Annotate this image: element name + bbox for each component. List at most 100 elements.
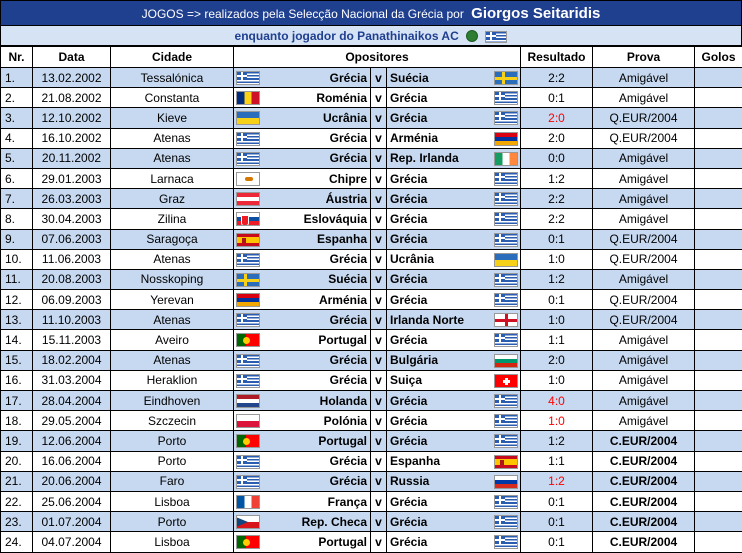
aut-flag-icon bbox=[236, 192, 260, 206]
cell-data: 13.02.2002 bbox=[33, 68, 111, 88]
cell-cidade: Graz bbox=[111, 189, 234, 209]
cell-away-team: Grécia bbox=[387, 290, 492, 310]
cell-cidade: Tessalónica bbox=[111, 68, 234, 88]
cell-resultado: 4:0 bbox=[521, 391, 593, 411]
gre-flag-icon bbox=[494, 333, 518, 347]
cell-resultado: 1:0 bbox=[521, 249, 593, 269]
cyp-flag-icon bbox=[236, 172, 260, 186]
cell-away-flag bbox=[492, 148, 521, 168]
cell-resultado: 2:0 bbox=[521, 350, 593, 370]
cell-data: 20.11.2002 bbox=[33, 148, 111, 168]
cell-home-team: Roménia bbox=[263, 88, 371, 108]
bul-flag-icon bbox=[494, 354, 518, 368]
cell-home-flag bbox=[234, 108, 263, 128]
cell-prova: Amigável bbox=[593, 411, 695, 431]
cell-away-team: Grécia bbox=[387, 532, 492, 552]
cell-home-flag bbox=[234, 471, 263, 491]
cell-prova: C.EUR/2004 bbox=[593, 532, 695, 552]
cell-resultado: 1:0 bbox=[521, 310, 593, 330]
cell-cidade: Larnaca bbox=[111, 168, 234, 188]
cell-vs: v bbox=[371, 451, 387, 471]
cell-away-team: Grécia bbox=[387, 431, 492, 451]
cell-away-flag bbox=[492, 451, 521, 471]
cell-cidade: Kieve bbox=[111, 108, 234, 128]
cell-away-flag bbox=[492, 532, 521, 552]
cell-resultado: 0:0 bbox=[521, 148, 593, 168]
cell-nr: 22. bbox=[1, 491, 33, 511]
cell-home-team: Grécia bbox=[263, 471, 371, 491]
cell-vs: v bbox=[371, 168, 387, 188]
cell-vs: v bbox=[371, 269, 387, 289]
cell-data: 25.06.2004 bbox=[33, 491, 111, 511]
cell-away-team: Bulgária bbox=[387, 350, 492, 370]
cell-data: 11.10.2003 bbox=[33, 310, 111, 330]
cell-away-flag bbox=[492, 512, 521, 532]
cell-prova: Amigável bbox=[593, 189, 695, 209]
cell-nr: 21. bbox=[1, 471, 33, 491]
cell-vs: v bbox=[371, 350, 387, 370]
cell-nr: 6. bbox=[1, 168, 33, 188]
cell-nr: 3. bbox=[1, 108, 33, 128]
cell-nr: 19. bbox=[1, 431, 33, 451]
cell-home-flag bbox=[234, 269, 263, 289]
cell-vs: v bbox=[371, 68, 387, 88]
cell-golos bbox=[695, 330, 742, 350]
cell-resultado: 1:0 bbox=[521, 370, 593, 390]
cell-cidade: Atenas bbox=[111, 148, 234, 168]
cell-resultado: 2:2 bbox=[521, 189, 593, 209]
cell-away-flag bbox=[492, 108, 521, 128]
cell-home-flag bbox=[234, 229, 263, 249]
cell-data: 21.08.2002 bbox=[33, 88, 111, 108]
cell-home-flag bbox=[234, 168, 263, 188]
cell-prova: C.EUR/2004 bbox=[593, 512, 695, 532]
cell-away-flag bbox=[492, 88, 521, 108]
cell-vs: v bbox=[371, 148, 387, 168]
cell-nr: 16. bbox=[1, 370, 33, 390]
cell-away-team: Espanha bbox=[387, 451, 492, 471]
cell-cidade: Atenas bbox=[111, 350, 234, 370]
gre-flag-icon bbox=[494, 111, 518, 125]
cell-data: 11.06.2003 bbox=[33, 249, 111, 269]
cell-home-team: Espanha bbox=[263, 229, 371, 249]
sui-flag-icon bbox=[494, 374, 518, 388]
cell-resultado: 1:2 bbox=[521, 168, 593, 188]
cell-vs: v bbox=[371, 431, 387, 451]
cell-away-flag bbox=[492, 391, 521, 411]
cell-prova: Q.EUR/2004 bbox=[593, 249, 695, 269]
cell-home-team: Portugal bbox=[263, 431, 371, 451]
cell-home-team: França bbox=[263, 491, 371, 511]
cell-nr: 8. bbox=[1, 209, 33, 229]
cell-prova: Amigável bbox=[593, 68, 695, 88]
pol-flag-icon bbox=[236, 414, 260, 428]
cell-resultado: 0:1 bbox=[521, 512, 593, 532]
cell-nr: 1. bbox=[1, 68, 33, 88]
cell-away-team: Ucrânia bbox=[387, 249, 492, 269]
cell-nr: 5. bbox=[1, 148, 33, 168]
cell-home-flag bbox=[234, 128, 263, 148]
cell-cidade: Lisboa bbox=[111, 491, 234, 511]
cell-prova: Amigável bbox=[593, 391, 695, 411]
cell-home-team: Grécia bbox=[263, 249, 371, 269]
cell-data: 16.06.2004 bbox=[33, 451, 111, 471]
cell-data: 30.04.2003 bbox=[33, 209, 111, 229]
cell-nr: 4. bbox=[1, 128, 33, 148]
cell-resultado: 0:1 bbox=[521, 491, 593, 511]
cell-home-team: Polónia bbox=[263, 411, 371, 431]
cell-vs: v bbox=[371, 229, 387, 249]
cell-data: 31.03.2004 bbox=[33, 370, 111, 390]
cell-vs: v bbox=[371, 209, 387, 229]
rus-flag-icon bbox=[494, 475, 518, 489]
cell-away-team: Grécia bbox=[387, 269, 492, 289]
cell-nr: 10. bbox=[1, 249, 33, 269]
swe-flag-icon bbox=[236, 273, 260, 287]
cell-away-flag bbox=[492, 310, 521, 330]
esp-flag-icon bbox=[494, 455, 518, 469]
cell-nr: 12. bbox=[1, 290, 33, 310]
gre-flag-icon bbox=[236, 132, 260, 146]
subtitle-bar: enquanto jogador do Panathinaikos AC bbox=[0, 26, 742, 46]
eng-flag-icon bbox=[494, 313, 518, 327]
